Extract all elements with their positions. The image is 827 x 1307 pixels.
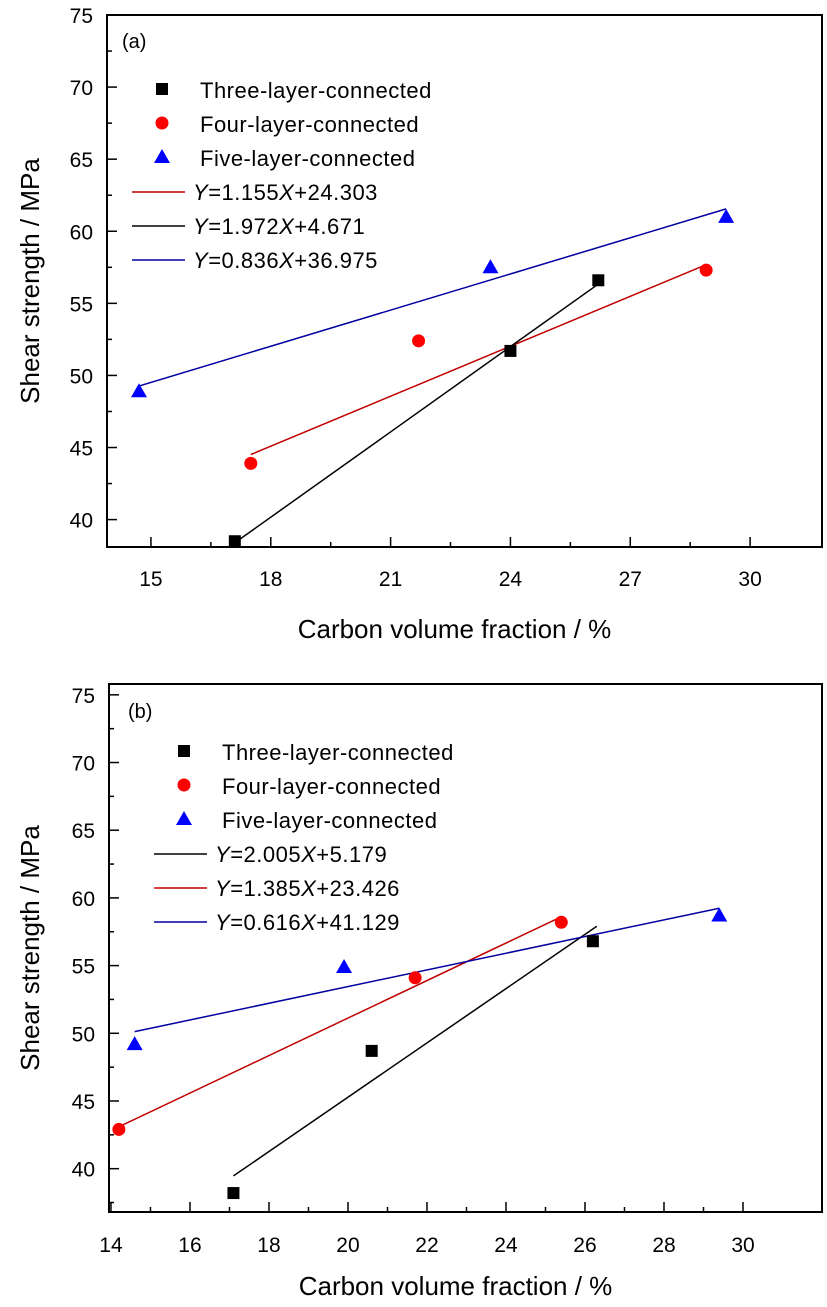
legend-marker-square: [156, 83, 168, 95]
x-tick-label: 18: [257, 1234, 280, 1257]
data-point-circle: [244, 456, 258, 470]
legend-marker-circle: [155, 116, 169, 130]
y-tick-label: 60: [70, 221, 93, 244]
data-point-square: [592, 274, 605, 287]
data-point-square: [365, 1044, 378, 1057]
x-tick-label: 30: [738, 568, 761, 591]
data-point-square: [504, 344, 517, 357]
legend-label: Three-layer-connected: [200, 78, 432, 103]
x-tick-label: 20: [336, 1234, 359, 1257]
data-point-triangle: [126, 1036, 143, 1051]
x-tick-label: 28: [652, 1234, 675, 1257]
data-point-triangle: [130, 383, 147, 398]
data-points: [130, 208, 735, 548]
fit-lines: [118, 907, 720, 1177]
data-point-triangle: [336, 958, 353, 973]
y-tick-label: 65: [70, 149, 93, 172]
x-tick-label: 14: [99, 1234, 123, 1257]
y-tick-label: 50: [70, 365, 93, 388]
y-tick-label: 45: [72, 1091, 95, 1114]
tick-labels: 15 18 21 24 27 30 40 45 50 55 60 65 70 75: [70, 5, 762, 591]
y-axis-title: Shear strength / MPa: [15, 825, 45, 1071]
x-tick-label: 21: [379, 568, 402, 591]
x-tick-label: 27: [619, 568, 642, 591]
legend-marker-circle: [177, 778, 191, 792]
data-points: [112, 907, 728, 1200]
axis-ticks: [107, 14, 751, 547]
x-tick-label: 16: [178, 1234, 201, 1257]
x-tick-label: 18: [259, 568, 282, 591]
data-point-triangle: [718, 208, 735, 223]
x-tick-label: 24: [494, 1234, 518, 1257]
legend-marker-triangle: [176, 811, 192, 825]
y-tick-label: 70: [72, 753, 95, 776]
tick-labels: 14 16 18 20 22 24 26 28 30 40 45 50 55 60 65 70 75: [72, 685, 755, 1257]
chart-panel-b: 14 16 18 20 22 24 26 28 30 40 45 50 55 60 65 70 75 Three…: [15, 683, 823, 1301]
legend-label: Five-layer-connected: [200, 146, 415, 171]
x-tick-label: 26: [573, 1234, 596, 1257]
data-point-square: [227, 1187, 240, 1200]
data-point-circle: [554, 915, 568, 929]
legend-marker-square: [178, 745, 190, 757]
data-point-triangle: [711, 907, 728, 922]
data-point-square: [228, 535, 241, 548]
legend-label: Five-layer-connected: [222, 808, 437, 833]
legend-equation: Y=0.616X+41.129: [215, 910, 400, 935]
legend-equation: Y=1.155X+24.303: [193, 180, 378, 205]
axis-ticks: [109, 694, 744, 1212]
data-point-circle: [112, 1122, 126, 1136]
y-tick-label: 45: [70, 438, 93, 461]
panel-label: (b): [128, 701, 152, 723]
panel-label: (a): [122, 31, 146, 53]
y-axis-title: Shear strength / MPa: [15, 158, 45, 404]
y-tick-label: 60: [72, 888, 95, 911]
x-tick-label: 15: [139, 568, 162, 591]
plot-frame: [106, 14, 823, 548]
legend-label: Four-layer-connected: [222, 774, 441, 799]
data-point-triangle: [482, 259, 499, 274]
data-point-circle: [408, 971, 422, 985]
legend: Three-layer-connected Four-layer-connecte…: [154, 740, 454, 935]
legend-label: Four-layer-connected: [200, 112, 419, 137]
data-point-circle: [699, 263, 713, 277]
fit-lines: [138, 208, 727, 544]
y-tick-label: 40: [70, 510, 93, 533]
y-tick-label: 55: [70, 293, 93, 316]
legend-equation: Y=1.385X+23.426: [215, 876, 400, 901]
data-point-square: [586, 935, 599, 948]
x-axis-title: Carbon volume fraction / %: [299, 1271, 613, 1301]
y-tick-label: 75: [72, 685, 95, 708]
data-point-circle: [412, 334, 426, 348]
y-tick-label: 50: [72, 1023, 95, 1046]
y-tick-label: 55: [72, 956, 95, 979]
fit-line: [118, 916, 562, 1128]
fit-line: [233, 925, 598, 1177]
y-tick-label: 65: [72, 820, 95, 843]
x-axis-title: Carbon volume fraction / %: [298, 614, 612, 644]
legend-equation: Y=0.836X+36.975: [193, 248, 378, 273]
fit-line: [250, 263, 707, 456]
x-tick-label: 22: [415, 1234, 438, 1257]
legend: Three-layer-connected Four-layer-connecte…: [132, 78, 432, 273]
plot-frame: [108, 683, 823, 1213]
legend-equation: Y=1.972X+4.671: [193, 214, 365, 239]
legend-marker-triangle: [154, 149, 170, 163]
legend-label: Three-layer-connected: [222, 740, 454, 765]
fit-line: [234, 283, 599, 544]
fit-line: [138, 208, 727, 387]
y-tick-label: 40: [72, 1159, 95, 1182]
x-tick-label: 30: [731, 1234, 754, 1257]
x-tick-label: 24: [499, 568, 523, 591]
legend-equation: Y=2.005X+5.179: [215, 842, 387, 867]
y-tick-label: 70: [70, 77, 93, 100]
y-tick-label: 75: [70, 5, 93, 28]
fit-line: [134, 907, 720, 1033]
chart-panel-a: 15 18 21 24 27 30 40 45 50 55 60 65 70 75 Three-layer…: [15, 5, 823, 644]
